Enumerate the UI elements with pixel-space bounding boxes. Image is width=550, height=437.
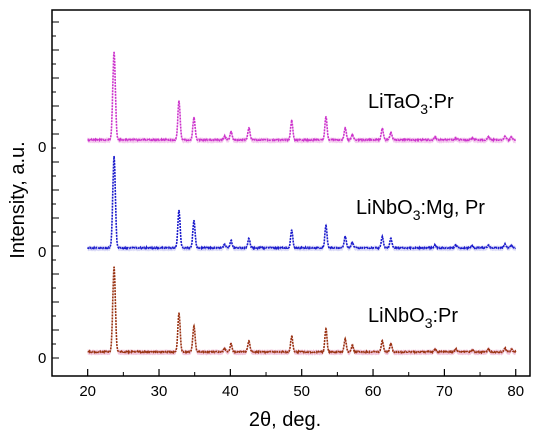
zero-label: 0 (38, 350, 46, 367)
x-tick-label: 70 (436, 383, 453, 400)
peak-point (178, 100, 180, 103)
peak-point (454, 137, 457, 139)
peak-point (344, 127, 347, 129)
x-tick-label: 20 (79, 383, 96, 400)
peak-point (471, 137, 474, 139)
peak-point (178, 209, 180, 212)
series-1 (86, 154, 517, 252)
peak-point (434, 136, 437, 139)
peak-point (230, 239, 232, 242)
series-label-sub: 3 (425, 315, 433, 331)
series-label-tail: :Pr (428, 91, 454, 113)
peak-point (178, 312, 180, 315)
peak-point (510, 136, 513, 139)
peak-point (381, 339, 384, 342)
peak-point (510, 348, 513, 351)
series-label-tail: :Pr (433, 305, 459, 327)
peak-point (487, 348, 490, 351)
peak-point (504, 243, 506, 246)
peak-point (248, 127, 250, 129)
peak-point (351, 344, 354, 347)
x-axis-label: 2θ, deg. (249, 409, 321, 431)
series-layer (86, 50, 517, 356)
peak-point (381, 127, 384, 130)
peak-point (223, 135, 226, 138)
series-line (87, 52, 516, 143)
series-shade (87, 265, 516, 356)
series-line (86, 156, 517, 251)
peak-point (487, 244, 490, 246)
series-label-main: LiNbO (356, 197, 413, 219)
peak-point (113, 266, 115, 269)
peak-point (248, 237, 250, 240)
peak-point (381, 235, 384, 238)
peak-point (454, 244, 457, 246)
peak-point (344, 338, 347, 340)
plot-border (51, 9, 531, 377)
plot-frame (51, 9, 531, 377)
series-label-1: LiNbO3:Mg, Pr (356, 197, 485, 223)
series-label-tail: :Mg, Pr (421, 197, 486, 219)
peak-point (389, 131, 392, 134)
x-tick-label: 50 (293, 383, 310, 400)
series-label-sub: 3 (413, 207, 421, 223)
peak-point (290, 229, 293, 232)
peak-point (248, 339, 250, 342)
series-line (87, 267, 517, 355)
peak-point (471, 245, 474, 247)
peak-point (434, 348, 437, 351)
peak-point (113, 155, 115, 158)
x-tick-label: 60 (365, 383, 382, 400)
series-label-main: LiNbO (368, 305, 425, 327)
series-label-2: LiNbO3:Pr (368, 305, 458, 331)
series-2 (87, 265, 517, 356)
peak-point (223, 243, 226, 246)
peak-point (344, 235, 347, 238)
peak-point (454, 348, 457, 351)
peak-point (325, 115, 327, 118)
peak-point (230, 130, 232, 133)
series-shade (87, 50, 516, 144)
peak-point (325, 224, 327, 227)
peak-point (389, 342, 392, 345)
peak-point (223, 347, 226, 350)
series-0 (87, 50, 516, 144)
peak-point (193, 325, 195, 328)
peak-point (351, 133, 354, 136)
peak-point (487, 136, 490, 139)
peak-point (504, 347, 506, 350)
peak-point (193, 116, 195, 119)
peak-point (434, 244, 437, 246)
zero-label: 0 (38, 139, 46, 156)
peak-point (290, 119, 293, 122)
x-tick-label: 40 (222, 383, 239, 400)
series-label-sub: 3 (420, 101, 428, 117)
x-tick-label: 80 (507, 383, 524, 400)
peak-point (193, 220, 195, 222)
zero-label: 0 (38, 244, 46, 261)
peak-point (351, 241, 354, 244)
x-tick-label: 30 (151, 383, 168, 400)
peak-point (325, 327, 327, 330)
y-axis-label: Intensity, a.u. (7, 141, 29, 258)
peak-point (230, 342, 232, 345)
peak-point (510, 244, 513, 246)
peak-point (290, 335, 293, 338)
series-label-main: LiTaO (368, 91, 420, 113)
peak-point (504, 135, 506, 138)
peak-point (113, 51, 115, 54)
ticks-layer (52, 21, 517, 376)
series-label-0: LiTaO3:Pr (368, 91, 454, 117)
peak-point (471, 349, 474, 351)
peak-point (389, 237, 392, 240)
